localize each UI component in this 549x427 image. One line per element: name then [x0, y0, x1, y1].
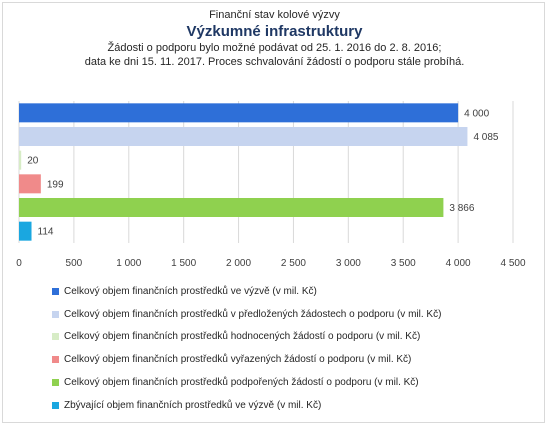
bar	[19, 127, 468, 146]
note-line-2: data ke dni 15. 11. 2017. Proces schvalo…	[84, 56, 465, 68]
bar	[19, 198, 444, 217]
x-tick-label: 1 000	[116, 258, 141, 269]
x-tick-label: 4 000	[446, 258, 471, 269]
x-tick-label: 3 000	[336, 258, 361, 269]
legend-item: Celkový objem finančních prostředků podp…	[52, 371, 532, 394]
legend: Celkový objem finančních prostředků ve v…	[52, 280, 532, 417]
legend-label: Celkový objem finančních prostředků hodn…	[64, 331, 421, 343]
legend-swatch	[52, 287, 59, 295]
subtitle-top: Finanční stav kolové výzvy	[209, 9, 340, 21]
legend-swatch	[52, 310, 59, 318]
legend-item: Celkový objem finančních prostředků vyřa…	[52, 348, 532, 371]
x-tick-label: 2 500	[281, 258, 306, 269]
legend-label: Celkový objem finančních prostředků vyřa…	[64, 354, 412, 366]
legend-label: Celkový objem finančních prostředků podp…	[64, 377, 419, 389]
legend-label: Zbývající objem finančních prostředků ve…	[64, 399, 322, 411]
data-label: 199	[47, 179, 64, 190]
bar	[19, 174, 41, 194]
x-tick-label: 0	[16, 258, 22, 269]
bar-chart: 4 000 4 085 20 199 3 866 114 0 500 1 000 1 500 2 0…	[16, 101, 526, 269]
legend-label: Celkový objem finančních prostředků v př…	[64, 308, 442, 320]
legend-item: Celkový objem finančních prostředků ve v…	[52, 280, 532, 303]
legend-swatch	[52, 379, 59, 387]
bar	[19, 103, 459, 123]
bar	[19, 150, 22, 170]
x-tick-label: 500	[66, 258, 83, 269]
note-line-1: Žádosti o podporu bylo možné podávat od …	[107, 42, 442, 54]
legend-item: Celkový objem finančních prostředků hodn…	[52, 326, 532, 349]
data-label: 4 085	[473, 132, 498, 143]
x-tick-label: 3 500	[391, 258, 416, 269]
legend-swatch	[52, 333, 59, 341]
data-label: 3 866	[449, 203, 474, 214]
x-tick-label: 4 500	[500, 258, 525, 269]
data-label: 20	[27, 156, 39, 167]
x-tick-label: 2 000	[226, 258, 251, 269]
legend-swatch	[52, 356, 59, 364]
data-label: 114	[38, 227, 54, 238]
legend-item: Zbývající objem finančních prostředků ve…	[52, 394, 532, 417]
legend-item: Celkový objem finančních prostředků v př…	[52, 303, 532, 326]
x-tick-label: 1 500	[171, 258, 196, 269]
data-label: 4 000	[464, 108, 489, 119]
legend-swatch	[52, 401, 59, 409]
bar	[19, 221, 32, 241]
legend-label: Celkový objem finančních prostředků ve v…	[64, 285, 317, 297]
chart-titles: Finanční stav kolové výzvy Výzkumné infr…	[0, 8, 549, 69]
chart-title: Výzkumné infrastruktury	[186, 23, 363, 40]
